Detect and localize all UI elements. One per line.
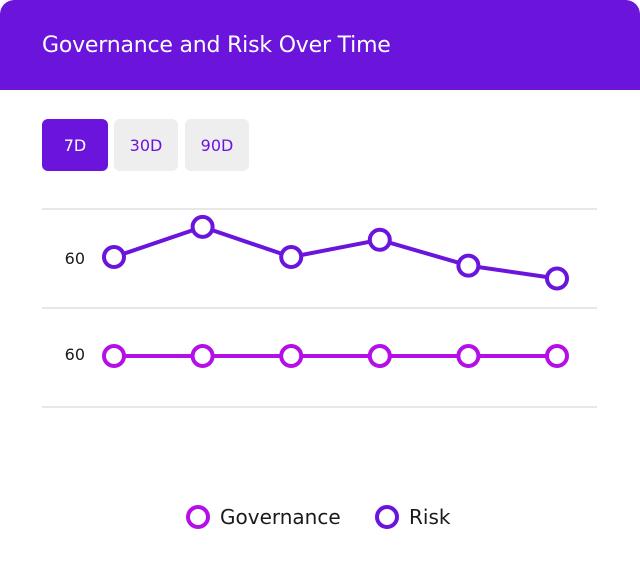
range-7d-button[interactable]: 7D — [42, 119, 108, 171]
data-point-risk-1 — [102, 245, 126, 269]
data-point-governance-6 — [545, 344, 569, 368]
data-point-governance-5 — [456, 344, 481, 368]
legend-item-governance[interactable]: Governance — [186, 505, 341, 529]
data-point-governance-4 — [367, 344, 392, 368]
y-tick-label-governance: 60 — [65, 345, 85, 364]
data-point-risk-3 — [279, 245, 304, 269]
series-line-risk — [112, 224, 559, 281]
data-point-governance-2 — [190, 344, 215, 368]
data-point-risk-6 — [545, 266, 569, 291]
chart-title: Governance and Risk Over Time — [42, 33, 391, 58]
legend-item-risk[interactable]: Risk — [375, 505, 450, 529]
legend-swatch-governance — [186, 505, 210, 529]
data-point-risk-5 — [456, 253, 481, 278]
range-30d-button[interactable]: 30D — [114, 119, 178, 171]
chart-legend: Governance Risk — [0, 505, 640, 535]
card-header: Governance and Risk Over Time — [0, 0, 640, 90]
data-point-governance-3 — [279, 344, 304, 368]
range-90d-button[interactable]: 90D — [185, 119, 249, 171]
data-point-risk-2 — [190, 214, 215, 239]
y-tick-label-risk: 60 — [65, 249, 85, 268]
data-point-risk-4 — [367, 227, 392, 252]
legend-label-governance: Governance — [220, 505, 341, 529]
legend-label-risk: Risk — [409, 505, 451, 529]
legend-swatch-risk — [375, 505, 399, 529]
data-point-governance-1 — [102, 344, 126, 368]
